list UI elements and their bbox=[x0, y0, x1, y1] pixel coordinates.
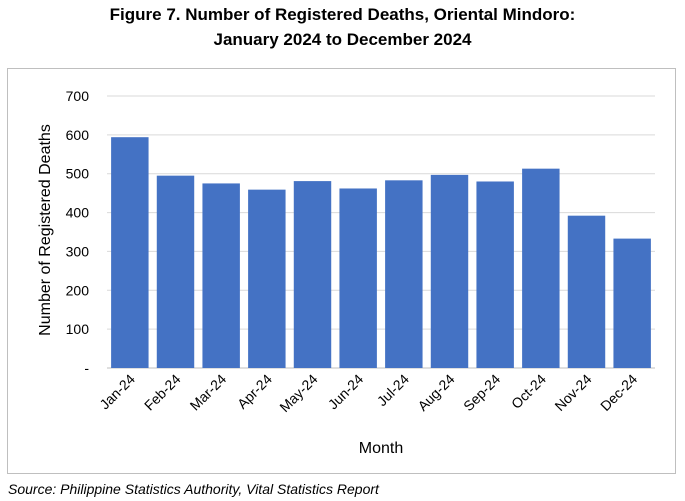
bars bbox=[111, 137, 651, 368]
chart-title-line-2: January 2024 to December 2024 bbox=[213, 30, 472, 49]
x-tick-label: Aug-24 bbox=[414, 371, 457, 414]
y-axis-ticks: - 100 200 300 400 500 600 700 bbox=[66, 88, 90, 376]
x-tick-label: May-24 bbox=[276, 371, 320, 415]
bar-jan-24 bbox=[111, 137, 149, 368]
bar-mar-24 bbox=[202, 183, 240, 368]
y-tick-label: - bbox=[84, 360, 89, 376]
x-tick-label: Apr-24 bbox=[234, 371, 275, 412]
x-tick-label: Jul-24 bbox=[374, 371, 412, 409]
y-tick-label: 500 bbox=[66, 166, 90, 182]
x-tick-label: Oct-24 bbox=[508, 371, 549, 412]
x-axis-label: Month bbox=[359, 440, 403, 457]
bar-oct-24 bbox=[522, 168, 560, 368]
bar-jul-24 bbox=[385, 180, 423, 368]
y-tick-label: 600 bbox=[66, 127, 90, 143]
gridlines bbox=[107, 95, 655, 369]
y-tick-label: 300 bbox=[66, 243, 90, 259]
x-tick-label: Dec-24 bbox=[597, 371, 640, 414]
x-axis-ticks: Jan-24 Feb-24 Mar-24 Apr-24 May-24 Jun-24 Jul-… bbox=[96, 371, 640, 415]
bar-aug-24 bbox=[430, 174, 469, 368]
bar-feb-24 bbox=[156, 175, 195, 368]
bar-dec-24 bbox=[613, 238, 651, 368]
y-tick-label: 200 bbox=[66, 282, 90, 298]
x-tick-label: Sep-24 bbox=[460, 371, 503, 414]
y-tick-label: 700 bbox=[66, 88, 90, 104]
chart-area-border bbox=[7, 68, 676, 474]
y-tick-label: 400 bbox=[66, 205, 90, 221]
bar-nov-24 bbox=[567, 215, 606, 368]
bar-apr-24 bbox=[248, 189, 286, 368]
y-tick-label: 100 bbox=[66, 321, 90, 337]
chart-title-line-1: Figure 7. Number of Registered Deaths, O… bbox=[109, 5, 576, 24]
bar-jun-24 bbox=[339, 188, 377, 368]
x-tick-label: Jun-24 bbox=[325, 371, 367, 413]
x-tick-label: Nov-24 bbox=[551, 371, 594, 414]
source-note: Source: Philippine Statistics Authority,… bbox=[8, 481, 379, 497]
bar-sep-24 bbox=[476, 181, 514, 368]
x-tick-label: Jan-24 bbox=[96, 371, 138, 413]
y-axis-label: Number of Registered Deaths bbox=[37, 124, 54, 336]
x-tick-label: Mar-24 bbox=[187, 371, 230, 414]
chart-title: Figure 7. Number of Registered Deaths, O… bbox=[0, 2, 685, 52]
bar-may-24 bbox=[293, 181, 332, 368]
x-tick-label: Feb-24 bbox=[141, 371, 184, 414]
